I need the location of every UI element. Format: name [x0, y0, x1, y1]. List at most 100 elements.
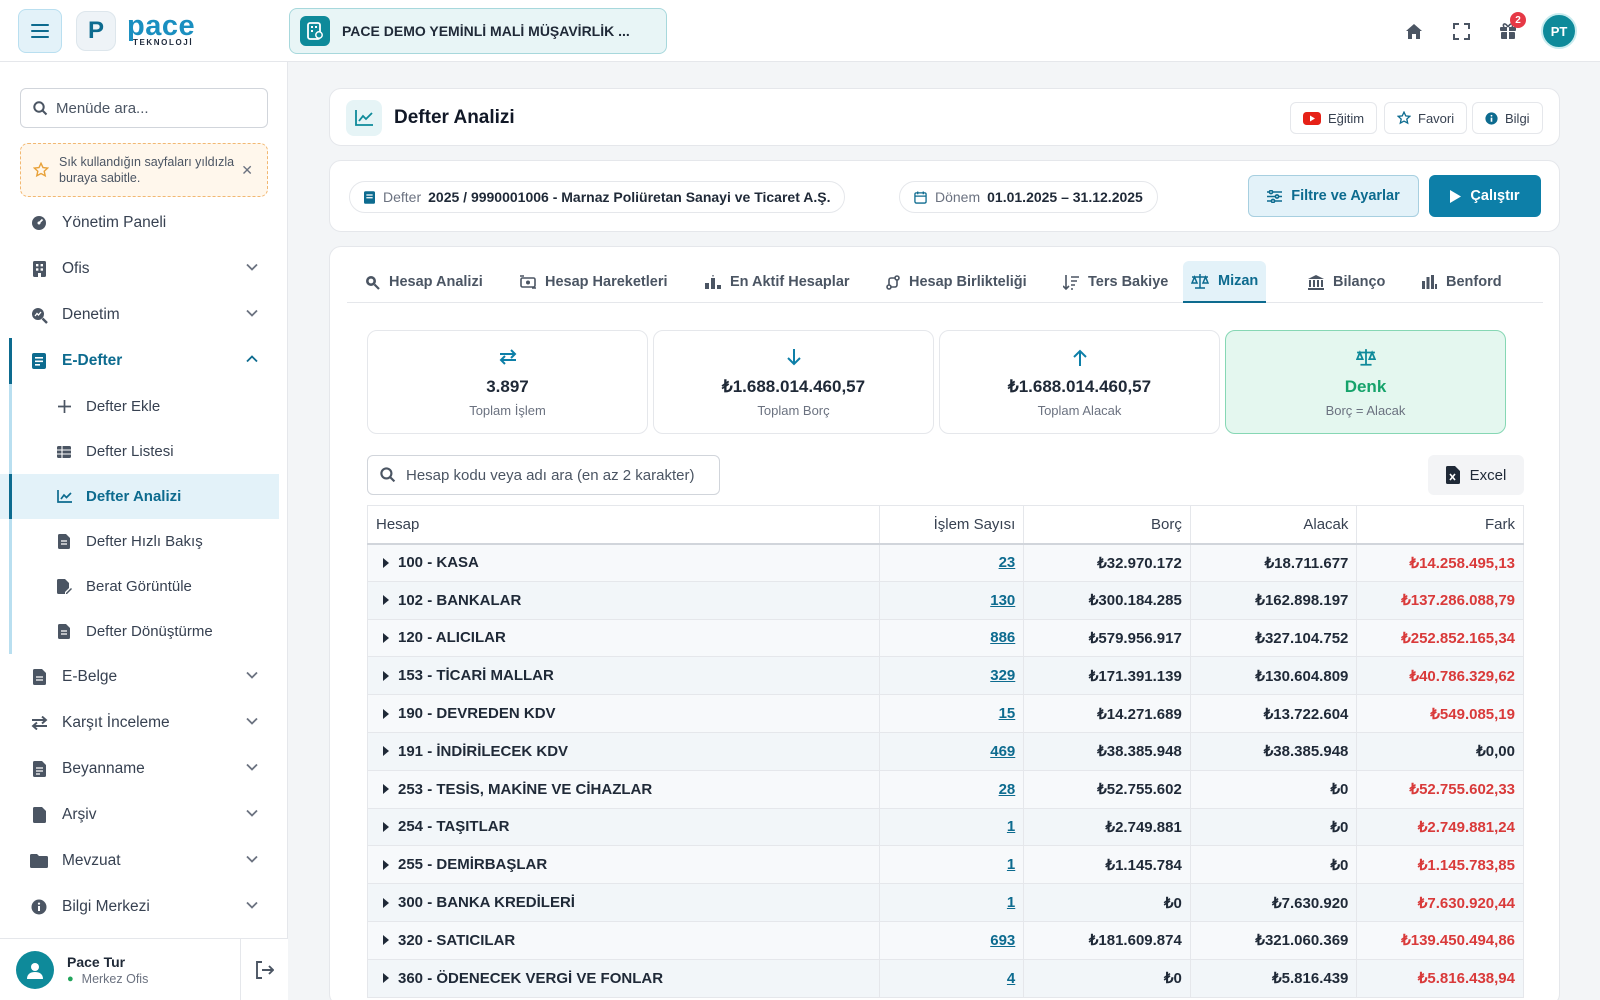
expand-caret-icon[interactable] — [383, 821, 389, 832]
fullscreen-icon[interactable] — [1450, 20, 1472, 42]
menu-toggle-button[interactable] — [18, 9, 62, 53]
transaction-count-link[interactable]: 1 — [1006, 894, 1016, 912]
cell-hesap[interactable]: 102 - BANKALAR — [367, 581, 880, 620]
account-name[interactable]: 360 - ÖDENECEK VERGİ VE FONLAR — [376, 970, 871, 987]
favorite-button[interactable]: Favori — [1384, 102, 1468, 134]
sidebar-item-arsiv[interactable]: Arşiv — [0, 792, 288, 838]
expand-caret-icon[interactable] — [383, 557, 389, 568]
sidebar-item-mevzuat[interactable]: Mevzuat — [0, 838, 288, 884]
table-row[interactable]: 191 - İNDİRİLECEK KDV 469 ₺38.385.948 ₺38.3… — [367, 732, 1524, 771]
account-name[interactable]: 190 - DEVREDEN KDV — [376, 705, 871, 722]
account-name[interactable]: 120 - ALICILAR — [376, 629, 871, 646]
account-name[interactable]: 191 - İNDİRİLECEK KDV — [376, 743, 871, 760]
close-icon[interactable]: ✕ — [241, 162, 253, 178]
cell-hesap[interactable]: 255 - DEMİRBAŞLAR — [367, 845, 880, 885]
table-row[interactable]: 120 - ALICILAR 886 ₺579.956.917 ₺327.104.75… — [367, 619, 1524, 658]
expand-caret-icon[interactable] — [383, 784, 389, 795]
filter-settings-button[interactable]: Filtre ve Ayarlar — [1248, 175, 1419, 217]
account-name[interactable]: 253 - TESİS, MAKİNE VE CİHAZLAR — [376, 781, 871, 798]
cell-hesap[interactable]: 153 - TİCARİ MALLAR — [367, 656, 880, 696]
logout-button[interactable] — [240, 939, 288, 1000]
sidebar-item-yonetim-paneli[interactable]: Yönetim Paneli — [0, 200, 288, 246]
period-selector-chip[interactable]: Dönem 01.01.2025 – 31.12.2025 — [899, 181, 1158, 213]
transaction-count-link[interactable]: 693 — [990, 931, 1016, 949]
table-row[interactable]: 360 - ÖDENECEK VERGİ VE FONLAR 4 ₺0 ₺5.816.… — [367, 959, 1524, 998]
transaction-count-link[interactable]: 28 — [998, 780, 1016, 798]
transaction-count-link[interactable]: 469 — [990, 742, 1016, 760]
table-row[interactable]: 254 - TAŞITLAR 1 ₺2.749.881 ₺0 ₺2.749.881,24 — [367, 808, 1524, 847]
expand-caret-icon[interactable] — [383, 670, 389, 681]
cell-hesap[interactable]: 120 - ALICILAR — [367, 619, 880, 658]
expand-caret-icon[interactable] — [383, 632, 389, 643]
transaction-count-link[interactable]: 23 — [998, 554, 1016, 572]
table-row[interactable]: 320 - SATICILAR 693 ₺181.609.874 ₺321.060.3… — [367, 921, 1524, 960]
table-row[interactable]: 153 - TİCARİ MALLAR 329 ₺171.391.139 ₺130.6… — [367, 656, 1524, 696]
sidebar-subitem-defter-listesi[interactable]: Defter Listesi — [0, 429, 288, 474]
expand-caret-icon[interactable] — [383, 746, 389, 757]
logo-badge[interactable]: P — [76, 11, 116, 51]
expand-caret-icon[interactable] — [383, 859, 389, 870]
expand-caret-icon[interactable] — [383, 595, 389, 606]
tab-benford[interactable]: Benford — [1414, 261, 1510, 303]
tab-hesap-hareketleri[interactable]: Hesap Hareketleri — [512, 261, 676, 303]
sidebar-item-beyanname[interactable]: Beyanname — [0, 746, 288, 792]
account-name[interactable]: 320 - SATICILAR — [376, 932, 871, 949]
sidebar-item-e-defter[interactable]: E-Defter — [0, 338, 288, 384]
tab-mizan[interactable]: Mizan — [1183, 261, 1267, 303]
account-name[interactable]: 300 - BANKA KREDİLERİ — [376, 894, 871, 911]
col-header-fark[interactable]: Fark — [1356, 505, 1524, 545]
cell-hesap[interactable]: 360 - ÖDENECEK VERGİ VE FONLAR — [367, 959, 880, 998]
account-search-input[interactable]: Hesap kodu veya adı ara (en az 2 karakte… — [367, 455, 720, 495]
sidebar-subitem-defter-analizi[interactable]: Defter Analizi — [0, 474, 279, 519]
account-name[interactable]: 255 - DEMİRBAŞLAR — [376, 856, 871, 873]
tab-en-aktif-hesaplar[interactable]: En Aktif Hesaplar — [697, 261, 858, 303]
transaction-count-link[interactable]: 4 — [1006, 969, 1016, 987]
tab-ters-bakiye[interactable]: Ters Bakiye — [1055, 261, 1176, 303]
user-avatar-icon[interactable] — [16, 951, 54, 989]
expand-caret-icon[interactable] — [383, 973, 389, 984]
excel-export-button[interactable]: Excel — [1428, 455, 1524, 495]
cell-hesap[interactable]: 191 - İNDİRİLECEK KDV — [367, 732, 880, 771]
transaction-count-link[interactable]: 15 — [998, 705, 1016, 723]
sidebar-item-denetim[interactable]: Denetim — [0, 292, 288, 338]
run-button[interactable]: Çalıştır — [1429, 175, 1541, 217]
tab-hesap-analizi[interactable]: Hesap Analizi — [357, 261, 491, 303]
expand-caret-icon[interactable] — [383, 897, 389, 908]
sidebar-item-e-belge[interactable]: E-Belge — [0, 654, 288, 700]
col-header-islem-sayisi[interactable]: İşlem Sayısı — [878, 505, 1025, 545]
table-row[interactable]: 253 - TESİS, MAKİNE VE CİHAZLAR 28 ₺52.755… — [367, 770, 1524, 809]
col-header-hesap[interactable]: Hesap — [367, 505, 880, 545]
training-button[interactable]: Eğitim — [1290, 102, 1378, 134]
sidebar-subitem-defter-ekle[interactable]: Defter Ekle — [0, 384, 288, 429]
sidebar-item-bilgi-merkezi[interactable]: Bilgi Merkezi — [0, 884, 288, 930]
sidebar-item-karsit-inceleme[interactable]: Karşıt İnceleme — [0, 700, 288, 746]
sidebar-item-ofis[interactable]: Ofis — [0, 246, 288, 292]
transaction-count-link[interactable]: 1 — [1006, 818, 1016, 836]
account-name[interactable]: 100 - KASA — [376, 554, 871, 571]
info-button[interactable]: Bilgi — [1472, 102, 1543, 134]
company-selector[interactable]: PACE DEMO YEMİNLİ MALİ MÜŞAVİRLİK ... — [289, 8, 667, 54]
account-name[interactable]: 254 - TAŞITLAR — [376, 818, 871, 835]
table-row[interactable]: 190 - DEVREDEN KDV 15 ₺14.271.689 ₺13.722.6… — [367, 694, 1524, 733]
table-row[interactable]: 102 - BANKALAR 130 ₺300.184.285 ₺162.898.19… — [367, 581, 1524, 620]
sidebar-subitem-defter-hizli-bakis[interactable]: Defter Hızlı Bakış — [0, 519, 288, 564]
cell-hesap[interactable]: 320 - SATICILAR — [367, 921, 880, 960]
account-name[interactable]: 102 - BANKALAR — [376, 592, 871, 609]
table-row[interactable]: 300 - BANKA KREDİLERİ 1 ₺0 ₺7.630.920 ₺7.630… — [367, 883, 1524, 922]
menu-search-input[interactable]: Menüde ara... — [20, 88, 268, 128]
col-header-alacak[interactable]: Alacak — [1189, 505, 1358, 545]
cell-hesap[interactable]: 254 - TAŞITLAR — [367, 808, 880, 847]
transaction-count-link[interactable]: 130 — [990, 591, 1016, 609]
sidebar-subitem-berat-goruntule[interactable]: Berat Görüntüle — [0, 564, 288, 609]
expand-caret-icon[interactable] — [383, 708, 389, 719]
expand-caret-icon[interactable] — [383, 935, 389, 946]
account-name[interactable]: 153 - TİCARİ MALLAR — [376, 667, 871, 684]
table-row[interactable]: 100 - KASA 23 ₺32.970.172 ₺18.711.677 ₺14.25… — [367, 543, 1524, 582]
tab-hesap-birlikteligi[interactable]: Hesap Birlikteliği — [878, 261, 1035, 303]
ledger-selector-chip[interactable]: Defter 2025 / 9990001006 - Marnaz Poliür… — [349, 181, 846, 213]
cell-hesap[interactable]: 100 - KASA — [367, 543, 880, 582]
gift-icon[interactable] — [1497, 20, 1519, 42]
table-row[interactable]: 255 - DEMİRBAŞLAR 1 ₺1.145.784 ₺0 ₺1.145.783… — [367, 845, 1524, 885]
col-header-borc[interactable]: Borç — [1023, 505, 1191, 545]
transaction-count-link[interactable]: 329 — [990, 667, 1016, 685]
